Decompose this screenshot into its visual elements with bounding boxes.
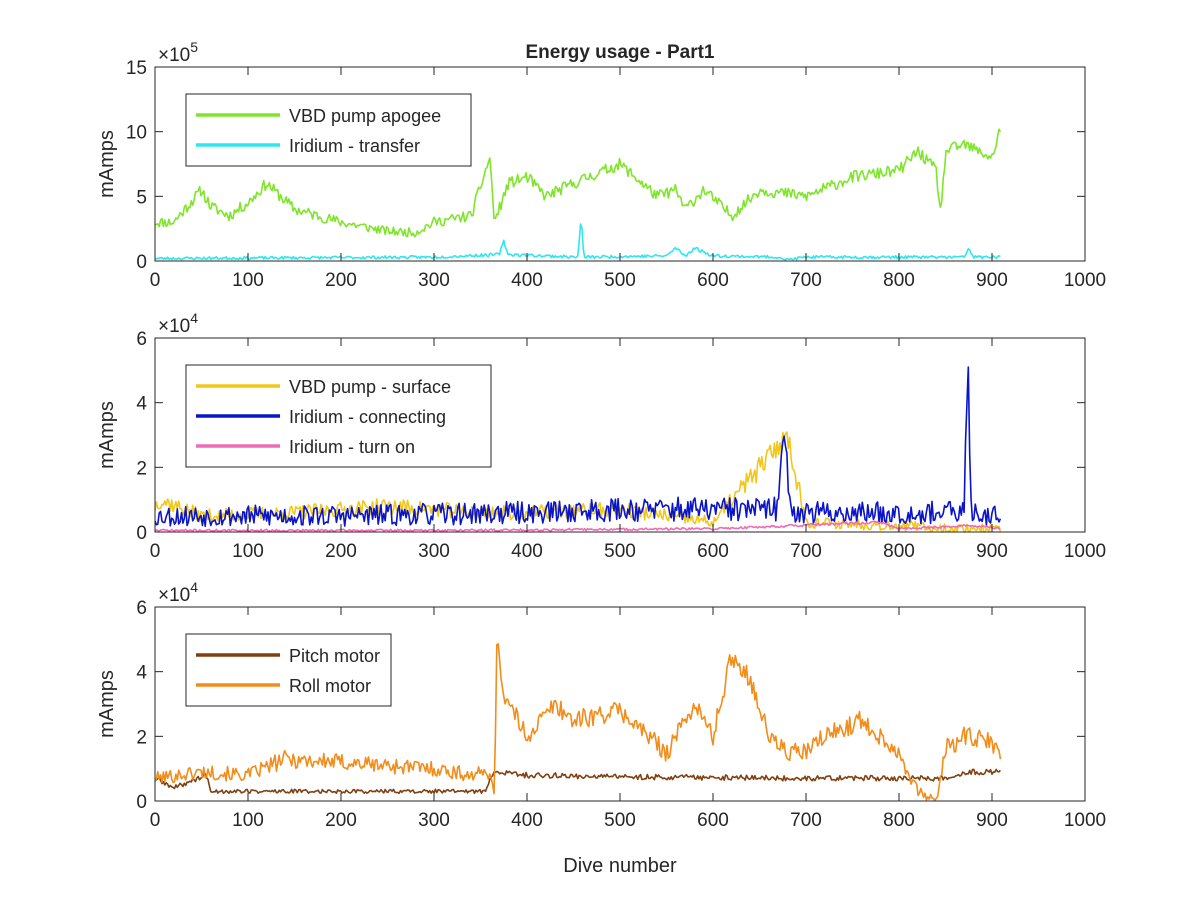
x-tick-label: 900 [976,541,1008,562]
x-tick-label: 700 [790,541,822,562]
x-tick-label: 300 [418,541,450,562]
x-tick-label: 100 [232,270,264,291]
legend: VBD pump apogee Iridium - transfer [185,93,472,167]
x-tick-label: 800 [883,541,915,562]
y-tick-label: 15 [126,58,147,79]
x-tick-label: 0 [150,810,161,831]
subplot-1: 0 100 200 300 400 500 600 700 800 900 1000051015×1… [96,39,1106,291]
x-tick-label: 600 [697,810,729,831]
y-exponent-power: 4 [190,310,198,326]
x-tick-label: 400 [511,541,543,562]
x-tick-label: 500 [604,270,636,291]
x-tick-label: 400 [511,270,543,291]
x-tick-label: 200 [325,270,357,291]
subplots-container: 0 100 200 300 400 500 600 700 800 900 1000051015×1… [96,39,1106,831]
x-tick-label: 600 [697,541,729,562]
series-line-1-1 [154,128,1002,238]
x-tick-label: 200 [325,541,357,562]
figure-title: Energy usage - Part1 [525,42,714,63]
x-tick-label: 100 [232,810,264,831]
legend-label: Iridium - transfer [289,136,420,156]
legend-label: VBD pump apogee [289,106,441,126]
y-tick-label: 0 [136,792,147,813]
x-tick-label: 600 [697,270,729,291]
legend-box [185,633,392,707]
y-exponent-power: 4 [190,579,198,595]
x-tick-label: 100 [232,541,264,562]
legend-label: Iridium - turn on [289,437,415,457]
y-axis-label: mAmps [96,130,118,198]
series-line-2-2 [154,366,1002,528]
series-lines [154,643,1002,802]
series-line-1-2 [154,223,1001,261]
subplot-3: 0 100 200 300 400 500 600 700 800 900 10000246×104… [96,579,1106,831]
x-tick-label: 300 [418,270,450,291]
y-axis-label: mAmps [96,401,118,469]
x-tick-label: 700 [790,810,822,831]
series-lines [154,128,1002,261]
y-tick-label: 0 [136,523,147,544]
x-tick-label: 200 [325,810,357,831]
x-tick-label: 800 [883,810,915,831]
series-line-3-2 [154,643,1002,802]
y-tick-label: 6 [136,598,147,619]
y-tick-label: 0 [136,252,147,273]
y-tick-label: 2 [136,727,147,748]
x-tick-label: 1000 [1064,810,1106,831]
y-tick-label: 4 [136,394,147,415]
x-tick-label: 900 [976,270,1008,291]
x-tick-label: 500 [604,810,636,831]
series-line-3-1 [154,768,1001,795]
legend: VBD pump - surface Iridium - connecting Ir… [185,364,492,468]
x-axis-label: Dive number [563,855,677,877]
y-tick-label: 2 [136,458,147,479]
x-tick-label: 700 [790,270,822,291]
x-tick-label: 300 [418,810,450,831]
x-tick-label: 400 [511,810,543,831]
x-tick-label: 1000 [1064,270,1106,291]
x-tick-label: 0 [150,270,161,291]
series-lines [154,366,1002,533]
x-tick-label: 900 [976,810,1008,831]
subplot-2: 0 100 200 300 400 500 600 700 800 900 10000246×104… [96,310,1106,562]
legend-label: VBD pump - surface [289,377,451,397]
x-tick-label: 800 [883,270,915,291]
x-tick-label: 500 [604,541,636,562]
legend-label: Pitch motor [289,646,380,666]
series-line-2-3 [154,520,1001,533]
y-tick-label: 6 [136,329,147,350]
legend-label: Iridium - connecting [289,407,446,427]
y-axis-label: mAmps [96,670,118,738]
y-exponent-power: 5 [190,39,198,55]
legend-box [185,93,472,167]
x-tick-label: 0 [150,541,161,562]
y-tick-label: 5 [136,187,147,208]
x-tick-label: 1000 [1064,541,1106,562]
y-tick-label: 10 [126,123,147,144]
legend-label: Roll motor [289,676,371,696]
y-tick-label: 4 [136,663,147,684]
legend: Pitch motor Roll motor [185,633,392,707]
